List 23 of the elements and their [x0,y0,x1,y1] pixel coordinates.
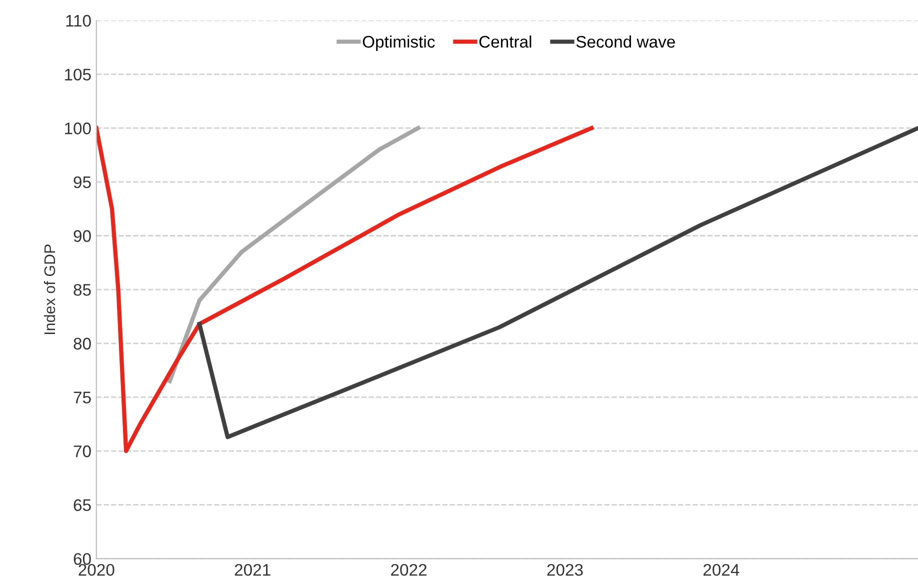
y-tick-label: 70 [74,445,91,458]
y-tick-label: 105 [64,68,91,80]
x-tick-label: 2022 [391,564,426,576]
y-tick-label: 100 [64,122,91,134]
legend-label: Central [479,35,532,48]
y-axis-title: Index of GDP [44,244,56,334]
line-series [96,126,594,454]
x-tick-label: 2024 [703,564,740,576]
x-tick-label: 2023 [547,564,583,576]
y-tick-label: 60 [74,553,91,565]
line-series [168,126,420,384]
x-tick-label: 2021 [234,564,270,576]
y-tick-label: 80 [74,338,91,350]
y-tick-label: 95 [74,176,91,188]
y-tick-label: 90 [74,230,91,242]
y-tick-label: 75 [74,392,91,404]
y-tick-label: 65 [74,499,91,512]
x-tick-label: 2020 [78,564,114,576]
legend-label: Second wave [576,35,675,48]
legend-label: Optimistic [362,35,435,52]
y-tick-label: 85 [74,284,91,296]
y-tick-label: 110 [66,14,91,27]
line-series [197,126,918,440]
